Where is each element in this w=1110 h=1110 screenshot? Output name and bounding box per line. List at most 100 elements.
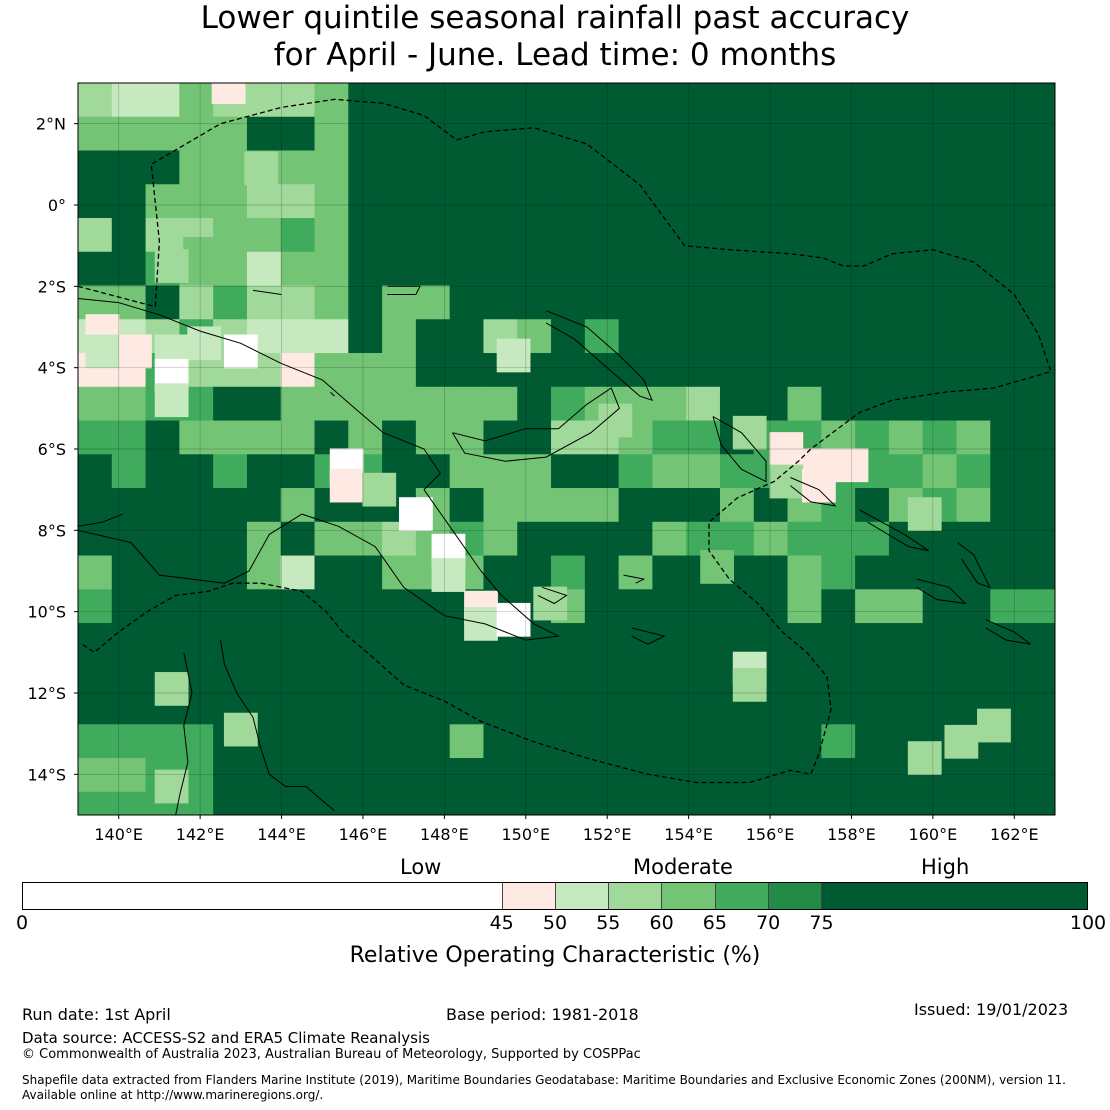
roc-cell: [888, 386, 924, 422]
roc-cell: [145, 184, 180, 219]
colorbar-tick-label: 60: [649, 912, 674, 934]
roc-cell: [719, 758, 755, 793]
roc-cell: [179, 116, 214, 152]
roc-cell: [821, 724, 856, 759]
roc-cell: [652, 386, 687, 422]
roc-cell: [618, 83, 653, 118]
lat-tick-label: 12°S: [27, 684, 66, 703]
roc-cell: [314, 555, 349, 590]
roc-cell: [821, 690, 856, 725]
roc-cell: [179, 150, 214, 185]
roc-cell: [280, 184, 316, 219]
roc-cell: [449, 386, 485, 422]
roc-cell: [551, 454, 586, 489]
roc-cell: [483, 285, 518, 320]
roc-cell: [990, 589, 1025, 624]
roc-cell: [956, 83, 991, 118]
roc-cell: [415, 623, 451, 658]
colorbar-tick-label: 100: [1069, 912, 1107, 934]
roc-cell: [517, 218, 552, 253]
roc-cell: [956, 251, 991, 287]
lat-tick-label: 14°S: [27, 765, 66, 784]
roc-cell: [618, 521, 653, 557]
roc-cell: [517, 758, 552, 793]
lat-tick-label: 4°S: [38, 359, 66, 378]
roc-cell: [922, 184, 958, 219]
roc-cell: [686, 83, 721, 118]
roc-cell: [415, 319, 451, 354]
roc-cell: [329, 468, 364, 503]
coastline: [537, 586, 568, 605]
roc-cell: [719, 724, 755, 759]
roc-cell: [618, 656, 653, 692]
roc-cell: [551, 319, 586, 354]
coastline: [78, 513, 123, 527]
roc-cell: [382, 420, 417, 455]
roc-cell: [213, 218, 248, 253]
roc-cell: [348, 386, 383, 422]
roc-cell: [183, 236, 218, 271]
roc-cell: [382, 656, 417, 692]
roc-cell: [280, 420, 316, 455]
colorbar-segment: [23, 883, 502, 909]
roc-cell: [246, 623, 282, 658]
roc-cell: [787, 521, 822, 557]
roc-cell: [855, 623, 890, 658]
lat-tick-label: 2°S: [38, 277, 66, 296]
roc-cell: [922, 251, 958, 287]
roc-cell: [686, 184, 721, 219]
roc-cell: [314, 724, 349, 759]
roc-cell: [719, 488, 755, 523]
roc-cell: [551, 758, 586, 793]
lon-tick-label: 152°E: [583, 825, 632, 844]
roc-cell: [517, 555, 552, 590]
roc-cell: [280, 251, 316, 287]
coastline: [452, 387, 620, 462]
roc-cell: [78, 420, 113, 455]
roc-cell: [348, 150, 383, 185]
roc-cell: [551, 184, 586, 219]
roc-cell: [922, 589, 958, 624]
roc-cell: [956, 589, 991, 624]
roc-cell: [483, 791, 518, 815]
roc-cell: [855, 353, 890, 388]
lon-tick-label: 150°E: [501, 825, 550, 844]
roc-cell: [855, 83, 890, 118]
roc-cell: [78, 454, 113, 489]
roc-cell: [652, 555, 687, 590]
roc-cell: [753, 589, 789, 624]
roc-cell: [990, 791, 1025, 815]
coastline: [859, 509, 930, 552]
roc-cell: [551, 386, 586, 422]
roc-cell: [111, 656, 147, 692]
roc-cell: [213, 116, 248, 152]
roc-cell: [618, 690, 653, 725]
roc-cell: [719, 184, 755, 219]
roc-cell: [1024, 623, 1055, 658]
roc-cell: [517, 150, 552, 185]
roc-cell: [787, 589, 822, 624]
roc-cell: [246, 184, 282, 219]
roc-cell: [1024, 386, 1055, 422]
roc-cell: [888, 184, 924, 219]
roc-cell: [111, 758, 147, 793]
roc-cell: [719, 791, 755, 815]
roc-cell: [888, 589, 924, 624]
roc-cell: [888, 116, 924, 152]
roc-cell: [686, 218, 721, 253]
roc-cell: [584, 758, 620, 793]
roc-cell: [111, 251, 147, 287]
roc-cell: [618, 454, 653, 489]
roc-cell: [280, 589, 316, 624]
roc-cell: [686, 319, 721, 354]
roc-cell: [990, 116, 1025, 152]
roc-cell: [223, 712, 258, 747]
roc-cell: [855, 251, 890, 287]
roc-cell: [314, 758, 349, 793]
coastline: [916, 578, 967, 605]
roc-cell: [145, 521, 180, 557]
roc-cell: [280, 656, 316, 692]
lon-tick-label: 140°E: [94, 825, 143, 844]
roc-cell: [382, 319, 417, 354]
